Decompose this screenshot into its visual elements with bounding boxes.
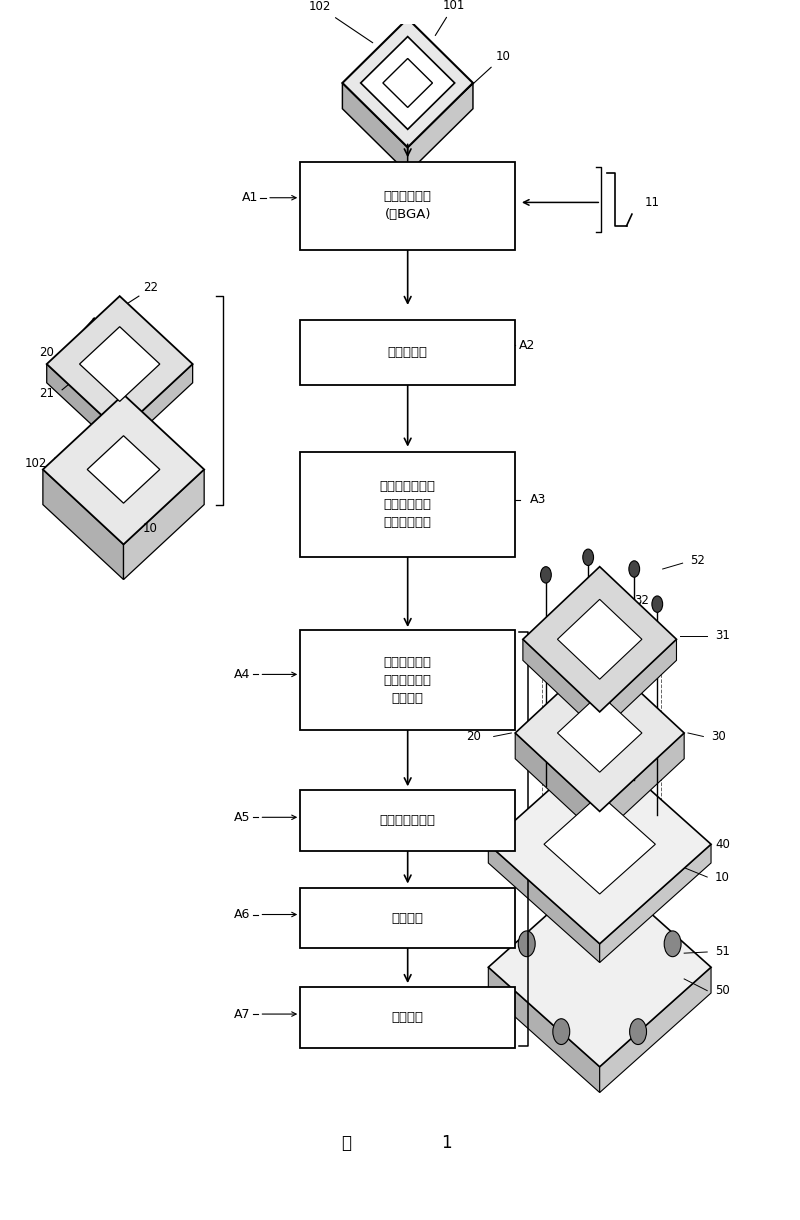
Polygon shape [600, 733, 684, 837]
Polygon shape [46, 364, 120, 450]
Text: 21: 21 [39, 387, 54, 400]
Polygon shape [488, 844, 600, 963]
Text: 组合铁架: 组合铁架 [392, 1011, 424, 1024]
Text: 22: 22 [143, 281, 158, 294]
Text: 本体组装端子
(含BGA): 本体组装端子 (含BGA) [384, 190, 432, 222]
Text: A7: A7 [234, 1008, 251, 1021]
Bar [300, 162, 515, 250]
Polygon shape [79, 327, 160, 401]
Polygon shape [515, 733, 600, 837]
Polygon shape [488, 744, 711, 944]
Text: 32: 32 [634, 594, 649, 608]
Circle shape [629, 561, 640, 577]
Text: 11: 11 [644, 196, 659, 209]
Text: 真空吸嘴吸附
于防尘盖，将
本体吸取: 真空吸嘴吸附 于防尘盖，将 本体吸取 [384, 656, 432, 705]
Text: 102: 102 [308, 0, 373, 43]
Polygon shape [600, 967, 711, 1093]
Polygon shape [383, 59, 433, 107]
Polygon shape [544, 794, 655, 894]
Circle shape [518, 931, 535, 956]
Text: 10: 10 [462, 50, 511, 94]
Bar [300, 987, 515, 1048]
Polygon shape [342, 18, 473, 148]
Polygon shape [558, 599, 642, 680]
Circle shape [582, 549, 594, 566]
Polygon shape [87, 436, 160, 503]
Bar [300, 451, 515, 558]
Text: A3: A3 [530, 493, 546, 506]
Text: 覆设防尘盖: 覆设防尘盖 [388, 345, 428, 359]
Circle shape [630, 1019, 646, 1044]
Polygon shape [523, 566, 677, 712]
Polygon shape [488, 967, 600, 1093]
Polygon shape [361, 37, 454, 129]
Polygon shape [342, 83, 408, 173]
Text: 10: 10 [143, 521, 158, 534]
Text: 102: 102 [24, 458, 46, 470]
Text: 101: 101 [435, 0, 465, 35]
Text: 20: 20 [39, 345, 54, 359]
Text: 31: 31 [715, 630, 730, 642]
Text: 10: 10 [715, 871, 730, 883]
Circle shape [553, 1019, 570, 1044]
Text: 50: 50 [715, 985, 730, 997]
Circle shape [664, 931, 681, 956]
Bar [300, 631, 515, 730]
Polygon shape [46, 296, 193, 432]
Text: 52: 52 [690, 554, 705, 567]
Bar [300, 888, 515, 948]
Text: 1: 1 [441, 1133, 451, 1152]
Text: 51: 51 [715, 946, 730, 959]
Polygon shape [120, 364, 193, 450]
Bar [300, 791, 515, 852]
Text: A1: A1 [242, 192, 258, 204]
Text: 过热风炉: 过热风炉 [392, 911, 424, 925]
Polygon shape [515, 654, 684, 811]
Text: A6: A6 [234, 908, 250, 921]
Text: 图: 图 [342, 1133, 351, 1152]
Text: 置于主机板焊接: 置于主机板焊接 [380, 814, 436, 827]
Polygon shape [523, 639, 600, 733]
Polygon shape [43, 470, 123, 580]
Text: A4: A4 [234, 667, 250, 681]
Polygon shape [43, 394, 204, 544]
Text: 20: 20 [466, 730, 481, 743]
Circle shape [541, 566, 551, 583]
Circle shape [652, 595, 662, 612]
Bar [300, 320, 515, 384]
Text: A5: A5 [234, 811, 251, 824]
Polygon shape [600, 639, 677, 733]
Text: 30: 30 [711, 730, 726, 743]
Polygon shape [123, 470, 204, 580]
Polygon shape [600, 844, 711, 963]
Text: A2: A2 [518, 339, 535, 351]
Polygon shape [488, 867, 711, 1066]
Polygon shape [408, 83, 473, 173]
Text: 直接将盖有防尘
盖的本体置于
输送带上进料: 直接将盖有防尘 盖的本体置于 输送带上进料 [380, 481, 436, 529]
Text: 40: 40 [715, 838, 730, 850]
Polygon shape [558, 694, 642, 772]
